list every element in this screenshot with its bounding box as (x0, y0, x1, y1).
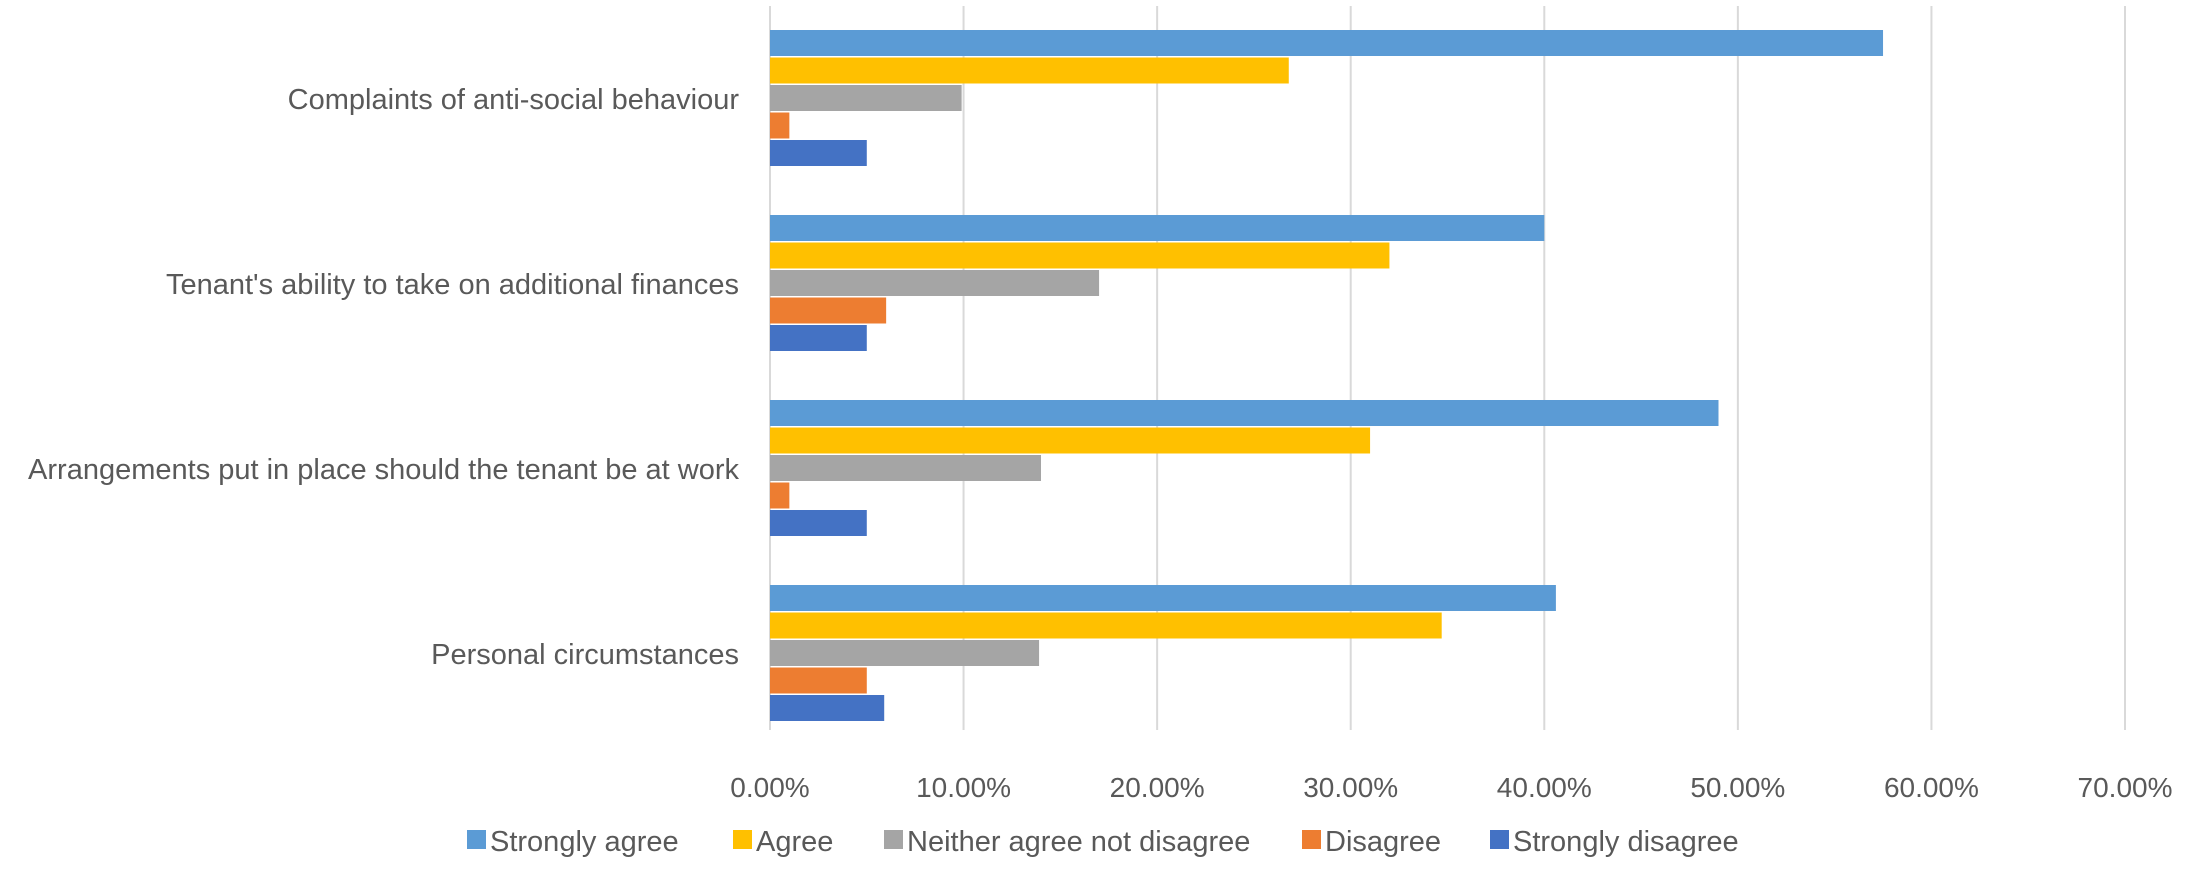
category-labels: Complaints of anti-social behaviour Tenan… (28, 84, 739, 671)
x-tick-label: 10.00% (916, 772, 1011, 803)
bar (770, 215, 1545, 241)
legend-label: Strongly agree (490, 826, 679, 858)
category-label: Complaints of anti-social behaviour (288, 84, 740, 116)
x-tick-label: 70.00% (2078, 772, 2173, 803)
legend-swatch (467, 830, 486, 849)
legend-label: Agree (756, 826, 833, 858)
legend-label: Neither agree not disagree (907, 826, 1250, 858)
bar (770, 427, 1371, 454)
legend-label: Disagree (1325, 826, 1441, 858)
category-label: Arrangements put in place should the ten… (28, 454, 739, 486)
bar (770, 57, 1289, 84)
bar (770, 112, 790, 139)
bar (770, 270, 1100, 296)
bar (770, 510, 867, 536)
x-axis-tick-labels: 0.00% 10.00% 20.00% 30.00% 40.00% 50.00% 60.00… (730, 772, 2172, 803)
bar (770, 325, 867, 351)
bar (770, 612, 1442, 639)
bar (770, 482, 790, 509)
legend-swatch (1490, 830, 1509, 849)
bar (770, 640, 1040, 666)
bar (770, 455, 1041, 481)
bar (770, 30, 1884, 56)
legend-swatch (884, 830, 903, 849)
bar (770, 667, 867, 694)
bar (770, 297, 887, 324)
bar (770, 695, 885, 721)
legend-swatch (733, 830, 752, 849)
x-tick-label: 20.00% (1110, 772, 1205, 803)
bars (770, 30, 1884, 721)
x-tick-label: 60.00% (1884, 772, 1979, 803)
category-label: Personal circumstances (431, 639, 739, 671)
legend-swatch (1302, 830, 1321, 849)
legend-label: Strongly disagree (1513, 826, 1739, 858)
legend: Strongly agree Agree Neither agree not dis… (467, 826, 1739, 858)
bar (770, 585, 1556, 611)
gridlines (769, 6, 2126, 730)
x-tick-label: 40.00% (1497, 772, 1592, 803)
x-tick-label: 50.00% (1690, 772, 1785, 803)
x-tick-label: 0.00% (730, 772, 809, 803)
bar (770, 242, 1390, 269)
category-label: Tenant's ability to take on additional f… (166, 269, 739, 301)
bar (770, 140, 867, 166)
bar (770, 85, 962, 111)
x-tick-label: 30.00% (1303, 772, 1398, 803)
bar (770, 400, 1719, 426)
